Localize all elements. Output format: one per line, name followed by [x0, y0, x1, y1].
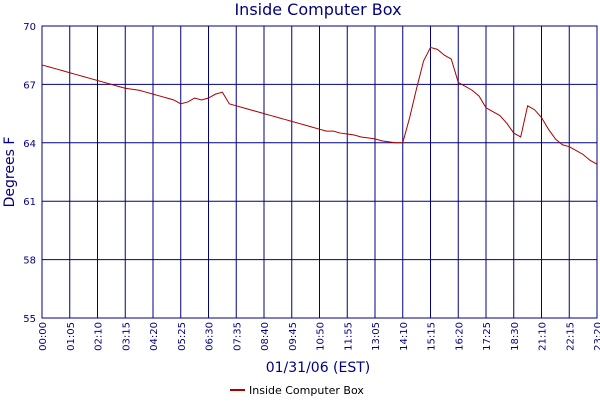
- y-tick-label: 55: [23, 314, 36, 325]
- x-tick-label: 03:15: [121, 322, 132, 351]
- x-tick-label: 23:20: [593, 322, 600, 351]
- y-tick-label: 58: [23, 256, 36, 267]
- x-tick-label: 02:10: [94, 322, 105, 351]
- y-tick-label: 67: [23, 80, 36, 91]
- chart-title: Inside Computer Box: [234, 0, 401, 19]
- y-tick-label: 64: [23, 139, 36, 150]
- legend: Inside Computer Box: [230, 384, 364, 397]
- x-tick-label: 09:45: [288, 322, 299, 351]
- x-tick-label: 17:25: [482, 322, 493, 351]
- x-tick-label: 22:15: [565, 322, 576, 351]
- x-tick-label: 16:20: [454, 322, 465, 351]
- y-tick-label: 70: [23, 22, 36, 33]
- x-tick-label: 01:05: [66, 322, 77, 351]
- y-tick-label: 61: [23, 197, 36, 208]
- x-tick-label: 05:25: [177, 322, 188, 351]
- x-tick-label: 07:35: [232, 322, 243, 351]
- x-tick-label: 10:50: [316, 322, 327, 351]
- x-tick-label: 14:10: [399, 322, 410, 351]
- x-tick-label: 08:40: [260, 322, 271, 351]
- y-axis-label: Degrees F: [2, 137, 18, 208]
- x-tick-label: 06:30: [205, 322, 216, 351]
- series-line: [41, 46, 598, 165]
- x-tick-label: 13:05: [371, 322, 382, 351]
- x-tick-label: 11:55: [343, 322, 354, 351]
- x-tick-label: 21:10: [538, 322, 549, 351]
- x-tick-label: 18:30: [510, 322, 521, 351]
- x-tick-label: 04:20: [149, 322, 160, 351]
- legend-label: Inside Computer Box: [249, 384, 364, 397]
- x-tick-label: 00:00: [38, 322, 49, 351]
- x-axis-label: 01/31/06 (EST): [266, 360, 371, 376]
- x-tick-label: 15:15: [427, 322, 438, 351]
- plot-border: [41, 25, 598, 319]
